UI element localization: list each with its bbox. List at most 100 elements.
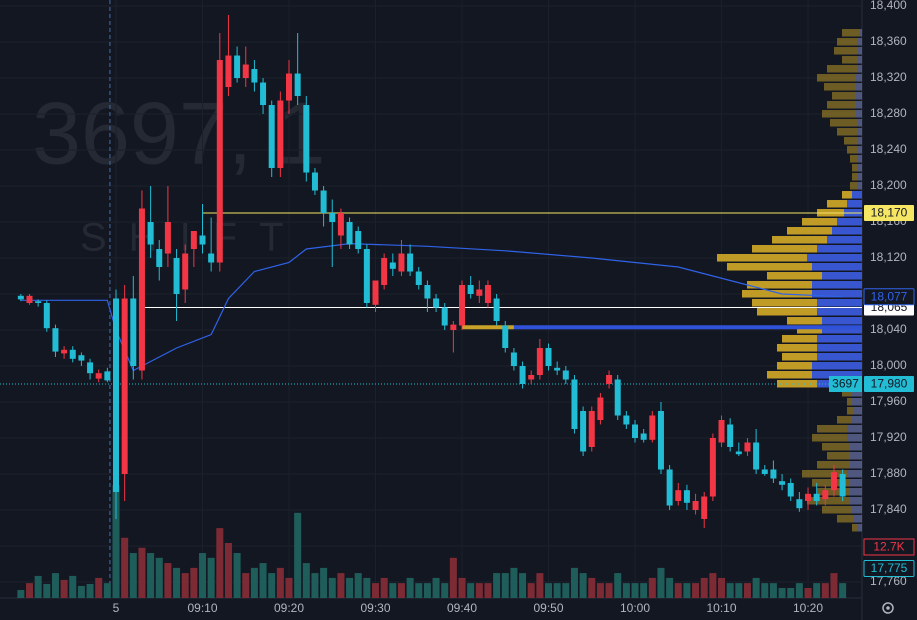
y-tick-label: 17,840: [870, 502, 907, 516]
volume-bar: [666, 577, 674, 598]
candle-body: [337, 213, 344, 236]
volume-tag-box: [863, 538, 915, 556]
profile-row-up: [832, 227, 862, 235]
profile-row-up: [847, 433, 862, 442]
y-tick-label: 17,960: [870, 394, 907, 408]
candle-body: [536, 348, 543, 375]
watermark: 3697, 1 SHIFT: [32, 83, 326, 259]
candle-body: [199, 235, 206, 245]
volume-bar: [752, 577, 760, 598]
candle-body: [407, 253, 414, 272]
candle-body: [294, 73, 301, 97]
volume-bar: [657, 567, 665, 598]
volume-bar: [337, 573, 345, 598]
candle-body: [467, 285, 474, 295]
candle-body: [787, 482, 794, 497]
candle-body: [545, 348, 552, 366]
candle-body: [52, 328, 59, 352]
profile-row-up: [850, 442, 862, 451]
profile-row-up: [857, 182, 862, 190]
candle-body: [580, 410, 587, 452]
x-tick-label: 09:40: [447, 601, 477, 615]
volume-bar: [718, 577, 726, 598]
volume-bar: [77, 585, 85, 598]
volume-bar: [415, 583, 423, 598]
volume-bar: [510, 567, 518, 598]
candle-body: [121, 298, 128, 474]
profile-row-up: [850, 496, 862, 505]
volume-bar: [821, 583, 829, 598]
candle-body: [822, 490, 829, 500]
candle-body: [130, 298, 137, 366]
profile-row-up: [857, 523, 862, 532]
profile-row-up: [857, 47, 862, 55]
y-tick-label: 18,000: [870, 358, 907, 372]
profile-row: [837, 38, 862, 46]
volume-bar: [207, 557, 215, 598]
candle-body: [657, 410, 664, 470]
profile-row: [822, 442, 862, 451]
volume-bar: [795, 583, 803, 598]
volume-bar: [129, 553, 137, 598]
y-tick-label: 18,040: [870, 322, 907, 336]
volume-bar: [86, 583, 94, 598]
countdown: 3697: [832, 377, 859, 391]
candle-body: [484, 285, 491, 304]
profile-row-up: [827, 236, 862, 244]
candle-body: [303, 105, 310, 173]
candle-body: [104, 371, 111, 381]
volume-bar: [527, 583, 535, 598]
volume-bar: [700, 577, 708, 598]
x-tick-label: 5: [113, 601, 120, 615]
volume-bar: [328, 577, 336, 598]
candle-body: [190, 231, 197, 250]
profile-row-up: [817, 299, 862, 307]
settings-button[interactable]: [882, 602, 894, 614]
profile-row-up: [850, 478, 862, 487]
volume-bar: [372, 583, 380, 598]
candle-body: [87, 362, 94, 374]
settings-icon[interactable]: [882, 602, 894, 614]
candle-body: [156, 249, 163, 268]
volume-bar: [588, 577, 596, 598]
x-tick-label: 10:10: [707, 601, 737, 615]
volume-bar: [787, 587, 795, 598]
profile-row-up: [812, 263, 862, 271]
y-tick-label: 18,280: [870, 106, 907, 120]
candle-body: [78, 355, 85, 361]
candle-body: [476, 289, 483, 296]
candle-body: [234, 55, 241, 79]
volume-bar: [346, 577, 354, 598]
candle-body: [346, 222, 353, 245]
profile-row-up: [852, 191, 862, 199]
volume-bar: [458, 577, 466, 598]
candle-body: [329, 213, 336, 223]
volume-bar: [778, 587, 786, 598]
volume-bar: [285, 577, 293, 598]
candle-body: [415, 271, 422, 286]
volume-bar: [164, 563, 172, 598]
watermark-title: 3697, 1: [32, 83, 326, 182]
candle-body: [69, 349, 76, 359]
volume-bar: [276, 567, 284, 598]
candle-body: [363, 249, 370, 304]
profile-row: [837, 415, 862, 424]
volume-bar: [441, 583, 449, 598]
volume-bar: [475, 583, 483, 598]
volume-bar: [250, 567, 258, 598]
candle-body: [381, 258, 388, 286]
profile-row: [817, 424, 862, 433]
settings-icon-center[interactable]: [886, 606, 890, 610]
price-tag-box: [863, 559, 915, 577]
profile-row: [717, 254, 862, 262]
countdown-box: [829, 375, 862, 392]
profile-row: [847, 146, 862, 154]
volume-bar: [622, 583, 630, 598]
candle-body: [433, 298, 440, 308]
profile-row-up: [812, 290, 862, 298]
profile-row-up: [857, 38, 862, 46]
x-tick-label: 10:00: [620, 601, 650, 615]
y-tick-label: 18,320: [870, 70, 907, 84]
candle-body: [588, 410, 595, 447]
